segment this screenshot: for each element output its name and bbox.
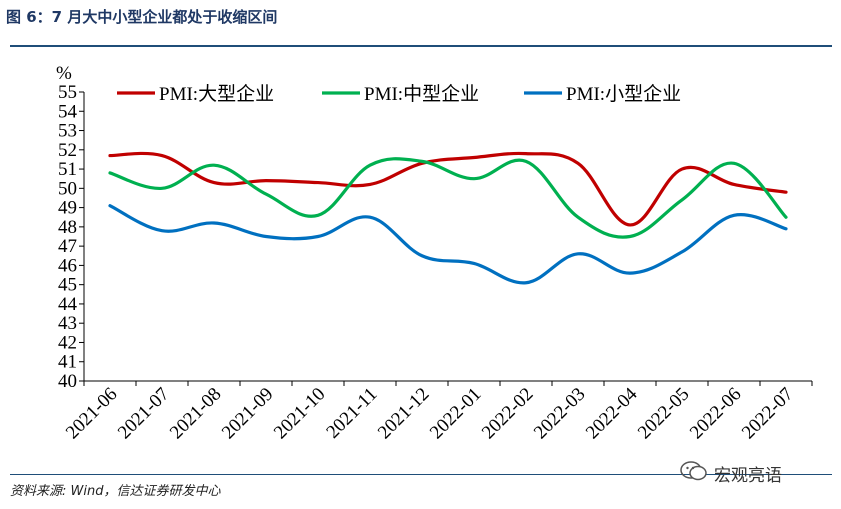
series-line-1 xyxy=(108,151,788,227)
x-tick-label: 2022-03 xyxy=(530,384,590,444)
x-tick-label: 2022-07 xyxy=(738,384,798,444)
y-tick-label: 45 xyxy=(58,275,77,296)
y-tick-label: 40 xyxy=(58,371,77,392)
y-tick-label: 41 xyxy=(58,352,77,373)
legend-label-3: PMI:小型企业 xyxy=(566,83,681,105)
y-tick-label: 52 xyxy=(58,140,77,161)
x-tick-label: 2021-11 xyxy=(322,384,381,443)
figure-title: 图 6：7 月大中小型企业都处于收缩区间 xyxy=(6,8,278,26)
y-tick-label: 54 xyxy=(58,101,78,122)
watermark: 宏观亮语 xyxy=(680,460,782,486)
source-note: 资料来源: Wind，信达证券研发中心 xyxy=(10,484,221,499)
x-tick-label: 2022-05 xyxy=(634,384,694,444)
x-tick-label: 2021-12 xyxy=(374,384,434,444)
y-tick-label: 48 xyxy=(58,217,77,238)
y-tick-label: 53 xyxy=(58,121,77,142)
x-tick-label: 2022-04 xyxy=(582,383,642,443)
x-tick-label: 2021-08 xyxy=(166,384,226,444)
x-tick-label: 2021-07 xyxy=(114,384,174,444)
y-tick-label: 43 xyxy=(58,313,77,334)
x-tick-label: 2021-06 xyxy=(62,384,122,444)
x-tick-label: 2021-09 xyxy=(218,384,278,444)
legend-label-1: PMI:大型企业 xyxy=(159,83,274,105)
legend-label-2: PMI:中型企业 xyxy=(364,83,479,105)
x-tick-label: 2022-01 xyxy=(426,384,486,444)
y-tick-label: 46 xyxy=(58,255,77,276)
x-tick-label: 2021-10 xyxy=(270,384,330,444)
y-tick-label: 47 xyxy=(58,236,77,257)
series-line-3 xyxy=(108,204,788,285)
y-tick-label: 49 xyxy=(58,198,77,219)
title-divider xyxy=(10,45,832,47)
y-tick-label: 51 xyxy=(58,159,77,180)
x-tick-label: 2022-02 xyxy=(478,384,538,444)
x-tick-label: 2022-06 xyxy=(686,384,746,444)
wechat-icon xyxy=(680,460,708,486)
y-tick-label: 44 xyxy=(58,294,78,315)
y-tick-label: 55 xyxy=(58,82,77,103)
y-axis-unit: % xyxy=(56,63,72,84)
bottom-divider xyxy=(10,474,832,475)
y-tick-label: 50 xyxy=(58,178,77,199)
watermark-text: 宏观亮语 xyxy=(714,465,782,486)
series-line-2 xyxy=(108,157,788,239)
y-tick-label: 42 xyxy=(58,332,77,353)
